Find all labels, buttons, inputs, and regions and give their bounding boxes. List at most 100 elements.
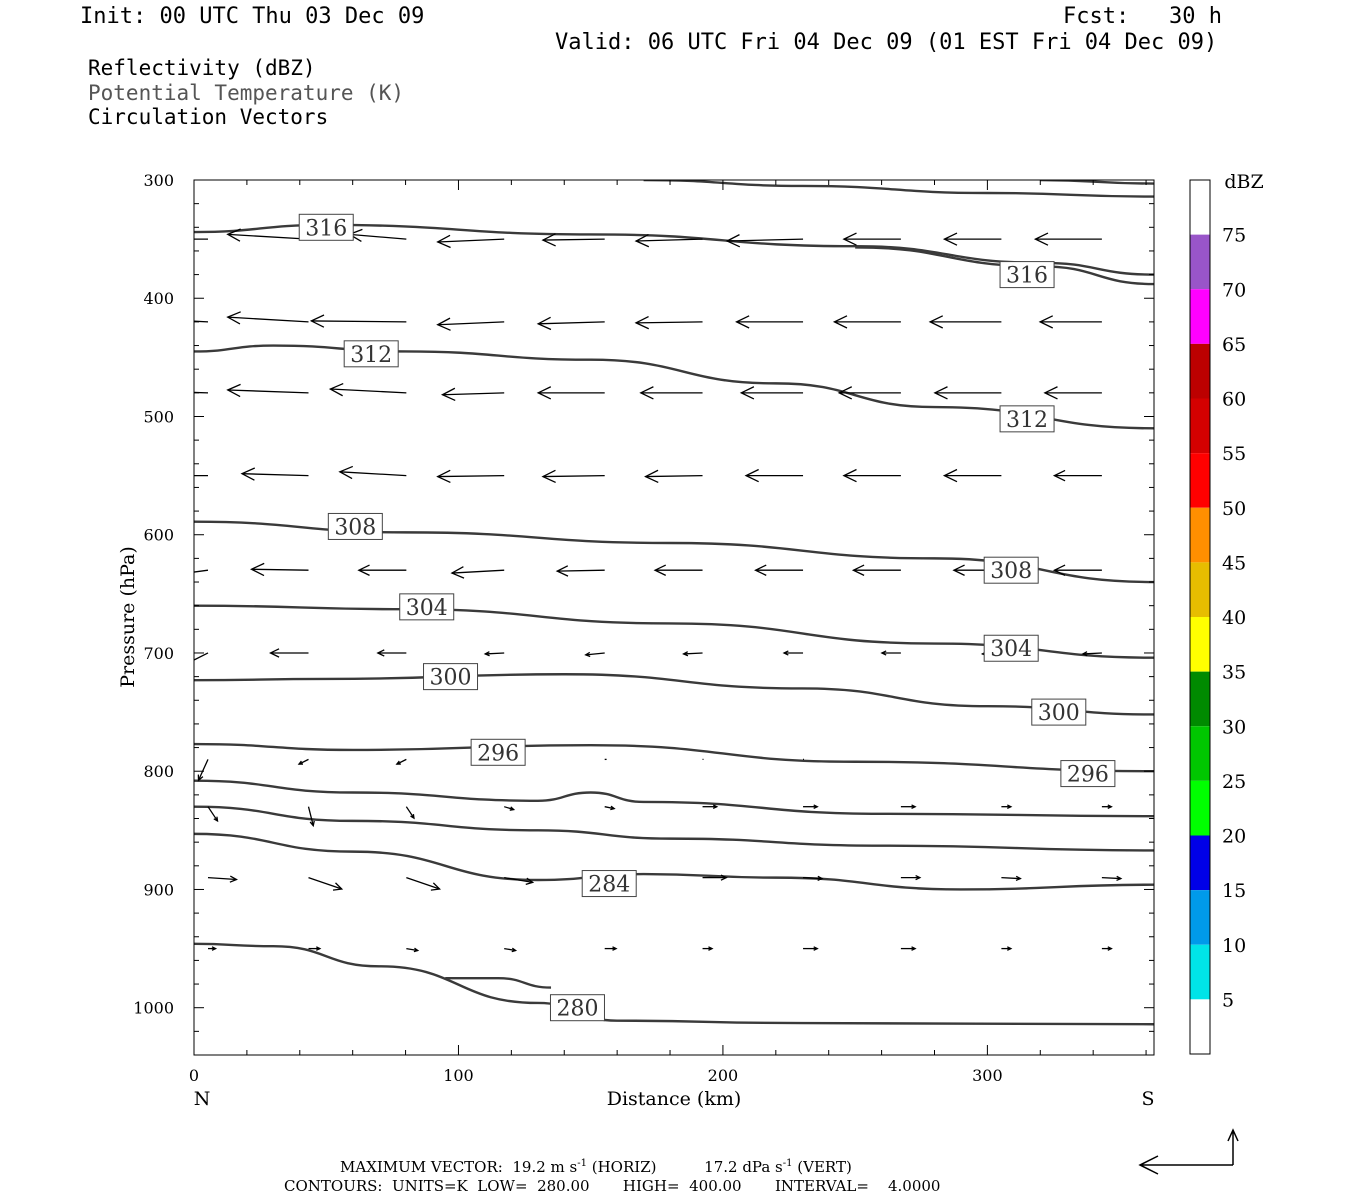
y-tick-label: 1000 (133, 999, 174, 1018)
x-axis-label: Distance (km) (607, 1088, 742, 1110)
circulation-vector (644, 469, 703, 484)
circulation-vector (604, 805, 616, 811)
circulation-vector (842, 232, 901, 246)
circulation-vector (406, 947, 420, 953)
circulation-vector (782, 650, 804, 656)
circulation-vector (803, 946, 819, 951)
circulation-vector (900, 946, 917, 951)
contour-label: 312 (350, 343, 392, 368)
circulation-vector (1033, 232, 1102, 246)
colorbar-label: 45 (1222, 552, 1246, 574)
forecast-hour: Fcst: 30 h (1063, 4, 1222, 29)
circulation-vector (702, 804, 719, 810)
circulation-vector (194, 569, 209, 573)
valid-time: Valid: 06 UTC Fri 04 Dec 09 (01 EST Fri … (555, 30, 1218, 55)
contour-label: 304 (990, 637, 1032, 662)
colorbar-segment (1190, 562, 1210, 617)
colorbar-label: 25 (1222, 771, 1246, 793)
colorbar: 5 10 15 20 25 30 35 40 45 50 55 60 65 70 75 (1189, 179, 1246, 1055)
circulation-vector (226, 383, 309, 398)
colorbar-segment (1190, 726, 1210, 781)
circulation-vector (754, 564, 804, 576)
colorbar-segment (1190, 398, 1210, 454)
circulation-vector (1101, 946, 1113, 951)
circulation-vector (536, 316, 605, 331)
y-tick-label: 300 (143, 171, 174, 190)
contour-label-box (999, 405, 1055, 433)
circulation-vector (942, 468, 1002, 483)
contour-label-box (1060, 760, 1116, 788)
circulation-vector (436, 234, 505, 249)
contour-label-box (343, 340, 399, 368)
circulation-vector (197, 759, 209, 782)
contour-label: 308 (334, 515, 376, 540)
circulation-vector (226, 228, 309, 242)
colorbar-segment (1190, 507, 1210, 563)
circulation-vector (483, 651, 505, 657)
circulation-vector (308, 877, 344, 891)
circulation-vector (933, 386, 1002, 400)
circulation-vector (357, 564, 407, 576)
colorbar-label: 15 (1222, 880, 1246, 902)
circulation-vector (307, 806, 315, 828)
colorbar-label: 60 (1222, 389, 1246, 411)
circulation-vector (297, 758, 309, 765)
x-tick-label: 0 (189, 1066, 199, 1085)
circulation-vector (1052, 564, 1102, 576)
colorbar-segment (1190, 780, 1210, 836)
circulation-vector (702, 946, 714, 951)
circulation-vector (1001, 804, 1013, 810)
circulation-vector (1052, 469, 1102, 482)
colorbar-segment (1190, 835, 1210, 891)
contour-label: 300 (1038, 701, 1080, 726)
theta-contour-line (194, 942, 1154, 1026)
colorbar-label: 5 (1222, 989, 1234, 1011)
circulation-vector (1001, 875, 1022, 882)
circulation-vector (328, 382, 407, 397)
colorbar-segment (1190, 234, 1210, 290)
y-tick-label: 800 (143, 762, 174, 781)
colorbar-segment (1190, 944, 1210, 1000)
colorbar-label: 75 (1222, 225, 1246, 247)
theta-contour-line (194, 779, 1154, 818)
colorbar-label: 40 (1222, 607, 1246, 629)
circulation-vector (725, 234, 804, 248)
contour-label-box (999, 261, 1055, 289)
circulation-vector (900, 874, 922, 881)
contour-label-box (470, 738, 526, 766)
circulation-vector (942, 232, 1002, 246)
circulation-vector (744, 468, 804, 483)
circulation-vector (194, 474, 208, 477)
colorbar-segment (1190, 453, 1210, 508)
circulation-vector (837, 386, 901, 400)
circulation-vector (1001, 946, 1013, 951)
theta-contour-line (194, 742, 1154, 773)
circulation-vector (308, 946, 322, 951)
colorbar-label: 55 (1222, 443, 1246, 465)
circulation-vector (226, 311, 309, 325)
circulation-vector (309, 314, 407, 328)
circulation-vector (634, 233, 703, 248)
circulation-vector (1101, 875, 1123, 882)
circulation-vector (653, 564, 703, 576)
x-end-label-s: S (1141, 1088, 1154, 1110)
colorbar-segment (1190, 999, 1210, 1054)
theta-contour-line (194, 344, 1154, 430)
y-tick-label: 700 (143, 644, 174, 663)
circulation-vector (504, 876, 535, 886)
colorbar-label: 50 (1222, 498, 1246, 520)
circulation-vector (900, 804, 917, 810)
circulation-vector (347, 228, 407, 243)
circulation-vector (504, 806, 516, 811)
circulation-vector (735, 315, 804, 329)
colorbar-label: 20 (1222, 826, 1246, 848)
circulation-vector (1043, 386, 1102, 400)
contour-labels: 316 316 312 312 308 308 304 304 300 300 296 296 284 2… (298, 213, 1116, 1022)
circulation-vector (405, 806, 415, 820)
circulation-vector (639, 386, 703, 400)
circulation-vector (440, 387, 505, 402)
circulation-vector (1081, 651, 1102, 657)
colorbar-title: dBZ (1224, 171, 1263, 193)
y-tick-label: 500 (143, 407, 174, 426)
